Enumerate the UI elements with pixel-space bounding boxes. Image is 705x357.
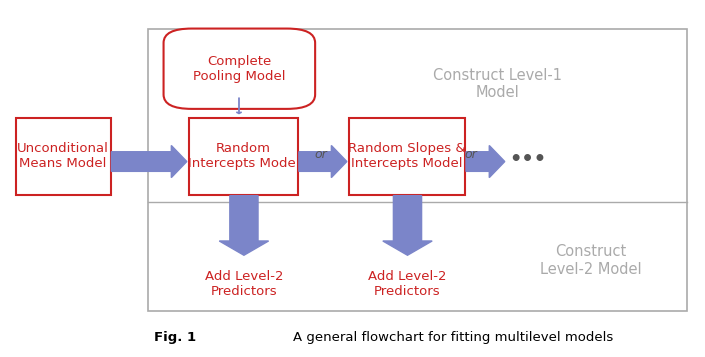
Text: or: or [314, 149, 327, 161]
FancyArrow shape [111, 146, 187, 178]
Text: Add Level-2
Predictors: Add Level-2 Predictors [368, 270, 447, 298]
Text: Construct Level-1
Model: Construct Level-1 Model [433, 68, 561, 100]
FancyBboxPatch shape [148, 29, 687, 311]
Text: Add Level-2
Predictors: Add Level-2 Predictors [204, 270, 283, 298]
FancyBboxPatch shape [349, 118, 465, 195]
FancyBboxPatch shape [189, 118, 298, 195]
Text: or: or [465, 149, 477, 161]
FancyArrow shape [383, 196, 432, 255]
FancyBboxPatch shape [164, 29, 315, 109]
FancyArrow shape [466, 146, 505, 178]
FancyBboxPatch shape [16, 118, 111, 195]
Text: Complete
Pooling Model: Complete Pooling Model [193, 55, 286, 83]
Text: •••: ••• [509, 150, 546, 168]
FancyArrow shape [219, 196, 269, 255]
Text: Fig. 1: Fig. 1 [154, 331, 196, 344]
Text: Random Slopes &
Intercepts Model: Random Slopes & Intercepts Model [348, 142, 466, 170]
Text: A general flowchart for fitting multilevel models: A general flowchart for fitting multilev… [293, 331, 613, 344]
FancyArrow shape [299, 146, 347, 178]
Text: Unconditional
Means Model: Unconditional Means Model [17, 142, 109, 170]
Text: Random
Intercepts Model: Random Intercepts Model [188, 142, 300, 170]
Text: Construct
Level-2 Model: Construct Level-2 Model [540, 245, 642, 277]
